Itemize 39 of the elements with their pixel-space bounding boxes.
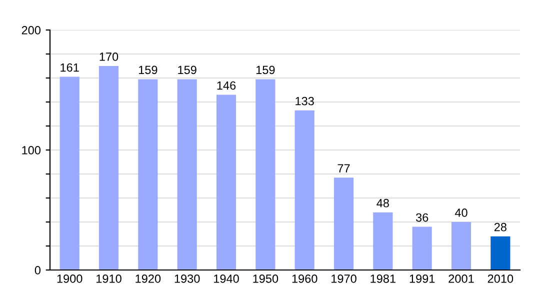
bar (60, 76, 80, 270)
bar (451, 222, 472, 270)
x-tick-label: 2001 (448, 274, 474, 283)
data-label: 159 (256, 66, 275, 74)
data-label: 161 (60, 63, 79, 72)
x-tick-label: 2010 (488, 274, 514, 283)
x-tick-label: 1920 (136, 274, 161, 283)
x-tick-label: 1981 (370, 274, 396, 283)
x-tick-label: 1910 (96, 274, 122, 283)
x-tick-label: 1950 (253, 274, 278, 283)
x-tick-label: 1940 (214, 274, 239, 283)
bar (216, 94, 236, 270)
y-tick-label: 200 (22, 26, 41, 34)
bar (294, 110, 314, 270)
bar (256, 79, 276, 270)
data-label: 48 (376, 198, 389, 208)
x-tick-label: 1960 (292, 274, 318, 283)
x-tick-label: 1991 (410, 274, 435, 283)
data-label: 36 (416, 213, 428, 222)
bar (373, 212, 393, 270)
bar (334, 178, 354, 270)
data-label: 170 (100, 52, 118, 61)
data-label: 77 (338, 164, 350, 172)
x-tick-label: 1930 (174, 274, 200, 283)
bar (412, 226, 432, 270)
data-label: 159 (138, 66, 158, 74)
data-label: 146 (217, 81, 236, 90)
x-tick-label: 1970 (332, 274, 356, 283)
bar (177, 79, 197, 270)
y-tick-label: 100 (22, 146, 41, 154)
data-label: 133 (296, 96, 314, 106)
bar (98, 66, 119, 270)
x-tick-label: 1900 (57, 274, 82, 283)
bar (490, 236, 510, 270)
bar (138, 79, 158, 270)
data-label: 159 (178, 66, 196, 74)
data-label: 40 (454, 208, 468, 217)
data-label: 28 (494, 222, 506, 232)
y-tick-label: 0 (34, 266, 41, 274)
